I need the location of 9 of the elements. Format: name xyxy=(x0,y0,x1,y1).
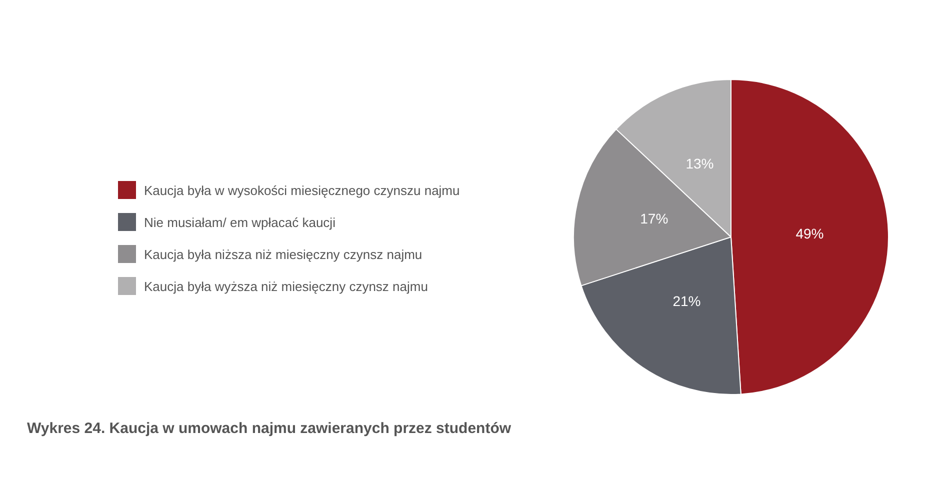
legend-label: Kaucja była w wysokości miesięcznego czynszu najmu xyxy=(144,182,460,198)
legend-label: Kaucja była wyższa niż miesięczny czynsz najmu xyxy=(144,278,428,294)
data-label: 13% xyxy=(686,156,714,172)
data-label: 21% xyxy=(672,292,701,309)
legend-label: Kaucja była niższa niż miesięczny czynsz najmu xyxy=(144,246,422,262)
legend-label: Nie musiałam/ em wpłacać kaucji xyxy=(144,214,336,230)
data-label: 17% xyxy=(640,210,668,227)
text: Wykres 24. Kaucja w umowach najmu zawieranych przez studentów xyxy=(27,420,512,437)
data-label: 49% xyxy=(796,225,824,242)
